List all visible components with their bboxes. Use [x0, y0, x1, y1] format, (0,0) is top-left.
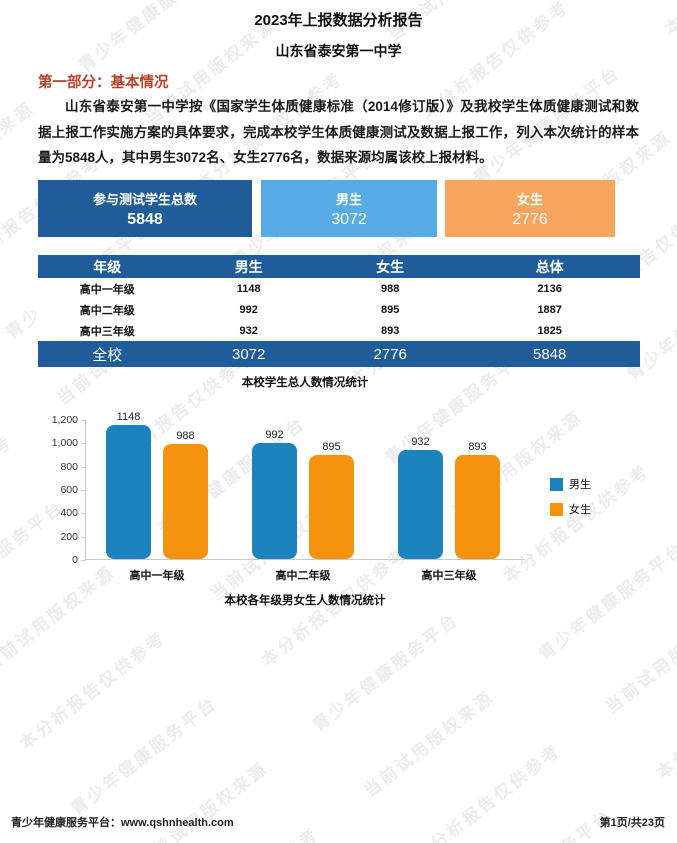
legend-item-男生: 男生: [550, 476, 591, 492]
bar-value-label: 932: [411, 436, 430, 449]
y-axis-tick-mark: [81, 536, 86, 538]
section-heading: 第一部分：基本情况: [38, 75, 169, 91]
y-axis-tick-mark: [81, 420, 86, 421]
bar-value-label: 895: [322, 440, 341, 453]
table-cell: 高中二年级: [38, 299, 177, 320]
chart-plot-area: 0 200 400 600 800 1,000 1,200 1148 988 高中一年级 992 89…: [52, 411, 525, 582]
x-axis-category-label: 高中一年级: [129, 570, 185, 582]
legend-swatch: [550, 502, 563, 516]
col-header-male: 男生: [176, 255, 321, 278]
y-axis-tick-label: 400: [60, 507, 78, 520]
summary-cards: 参与测试学生总数 5848 男生 3072 女生 2776: [38, 180, 615, 237]
table-cell: 1825: [459, 320, 640, 341]
table-cell: 988: [320, 278, 460, 299]
table-cell: 992: [176, 299, 321, 320]
col-header-total: 总体: [459, 255, 640, 278]
report-title: 2023年上报数据分析报告: [254, 12, 423, 29]
bar-value-label: 988: [176, 429, 195, 442]
y-axis-tick-label: 800: [60, 460, 78, 473]
table-cell: 893: [320, 320, 460, 341]
legend-label: 女生: [569, 504, 591, 516]
bar-男生-高中二年级: [252, 443, 297, 559]
y-axis-tick-label: 1,200: [51, 414, 78, 426]
bar-男生-高中三年级: [398, 450, 443, 559]
x-axis-category-label: 高中三年级: [421, 570, 477, 582]
bar-女生-高中一年级: [163, 443, 208, 559]
footer-cell-grade: 全校: [38, 341, 177, 367]
card-label: 男生: [335, 191, 362, 207]
y-axis-tick-mark: [81, 466, 86, 468]
table-cell: 932: [176, 320, 321, 341]
bar-女生-高中三年级: [455, 454, 500, 559]
col-header-female: 女生: [320, 255, 460, 278]
card-value: 3072: [331, 210, 367, 228]
legend-swatch: [550, 477, 563, 491]
table-cell: 1887: [459, 299, 640, 320]
intro-paragraph: 山东省泰安第一中学按《国家学生体质健康标准（2014修订版）》及我校学生体质健康…: [38, 99, 639, 165]
card-total-students: 参与测试学生总数 5848: [38, 180, 252, 237]
bar-男生-高中一年级: [106, 425, 151, 559]
footer-platform-url: 青少年健康服务平台：www.qshnhealth.com: [11, 817, 234, 829]
y-axis-tick-label: 200: [60, 530, 78, 543]
card-label: 参与测试学生总数: [92, 191, 197, 207]
table-cell: 1148: [176, 278, 321, 299]
table-cell: 高中一年级: [38, 278, 177, 299]
card-label: 女生: [516, 191, 543, 207]
y-axis-tick-label: 0: [72, 554, 78, 566]
chart-legend: 男生 女生: [550, 476, 591, 526]
bar-value-label: 1148: [116, 411, 141, 424]
y-axis-tick-label: 600: [60, 484, 78, 496]
y-axis-tick-mark: [81, 513, 86, 515]
school-name: 山东省泰安第一中学: [275, 43, 402, 59]
card-value: 5848: [127, 210, 163, 228]
bar-value-label: 992: [265, 429, 284, 442]
table-row: 高中二年级 992 895 1887: [38, 299, 640, 320]
grade-table: 年级 男生 女生 总体 高中一年级 1148 988 2136 高中二年级 992 895 1…: [38, 255, 640, 367]
card-value: 2776: [512, 210, 548, 228]
x-axis-category-label: 高中二年级: [275, 570, 331, 582]
y-axis-tick-label: 1,000: [51, 437, 78, 450]
card-female-students: 女生 2776: [445, 180, 615, 237]
table-row: 高中三年级 932 893 1825: [38, 320, 640, 341]
footer-cell-male: 3072: [176, 341, 321, 367]
footer-cell-female: 2776: [320, 341, 460, 367]
card-male-students: 男生 3072: [261, 180, 437, 237]
table-cell: 高中三年级: [38, 320, 177, 341]
table-cell: 895: [320, 299, 460, 320]
chart-caption: 本校各年级男女生人数情况统计: [224, 595, 386, 607]
student-count-bar-chart: 本校学生总人数情况统计 0 200 400 600 800 1,000 1,200 1148 9…: [38, 370, 639, 620]
footer-cell-total: 5848: [459, 341, 640, 367]
table-header-row: 年级 男生 女生 总体: [38, 255, 640, 278]
table-footer-row: 全校 3072 2776 5848: [38, 341, 640, 367]
table-row: 高中一年级 1148 988 2136: [38, 278, 640, 299]
bar-女生-高中二年级: [309, 454, 354, 559]
legend-item-女生: 女生: [550, 501, 591, 517]
y-axis-tick-mark: [81, 443, 86, 445]
col-header-grade: 年级: [38, 255, 177, 278]
chart-title: 本校学生总人数情况统计: [241, 377, 369, 389]
y-axis-tick-mark: [81, 560, 86, 561]
y-axis-tick-mark: [81, 490, 86, 491]
footer-page-number: 第1页/共23页: [599, 817, 665, 829]
legend-label: 男生: [569, 479, 591, 491]
bar-value-label: 893: [468, 440, 487, 453]
table-cell: 2136: [459, 278, 640, 299]
